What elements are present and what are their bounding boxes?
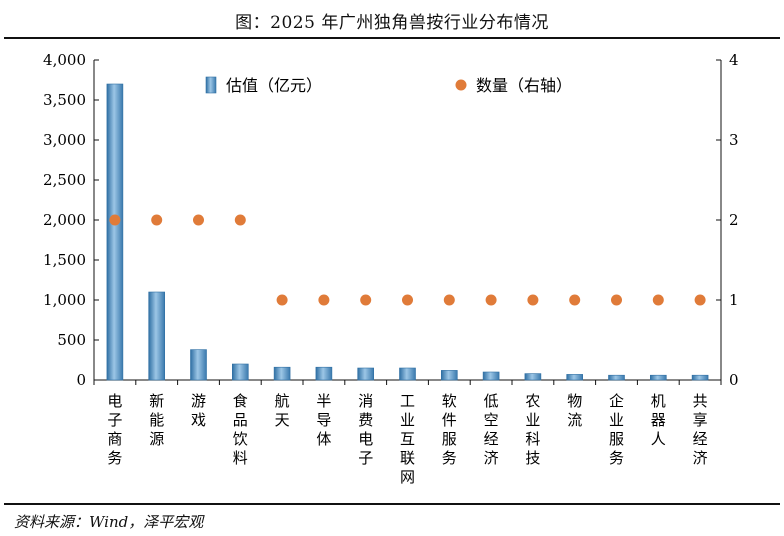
bar — [232, 363, 249, 381]
bar — [649, 374, 667, 381]
count-point — [151, 214, 163, 226]
bottom-rule — [4, 503, 780, 505]
x-axis-category-label: 航天 — [275, 392, 290, 429]
bar — [691, 374, 709, 381]
left-axis-tick-label: 3,000 — [43, 131, 86, 149]
count-point — [276, 294, 288, 306]
left-axis-tick-label: 1,500 — [43, 251, 86, 269]
x-axis-category-label: 软件服务 — [442, 392, 457, 467]
bar — [399, 367, 416, 381]
bar — [190, 349, 207, 381]
count-point — [193, 214, 204, 226]
x-axis-category-label: 低空经济 — [484, 392, 499, 467]
bar — [315, 366, 333, 381]
x-axis-category-label: 企业服务 — [609, 392, 624, 467]
count-point — [527, 294, 539, 306]
count-point — [485, 294, 497, 306]
count-point — [234, 214, 246, 226]
top-rule — [4, 37, 780, 39]
legend-dot-swatch — [455, 79, 467, 91]
count-point — [569, 294, 581, 306]
count-point — [402, 294, 413, 306]
bar — [566, 374, 584, 381]
count-point — [360, 294, 372, 306]
x-axis-category-label: 半导体 — [316, 392, 331, 448]
left-axis-tick-label: 500 — [57, 331, 86, 349]
right-axis-tick-label: 0 — [729, 371, 739, 389]
x-axis-category-label: 消费电子 — [358, 392, 373, 467]
count-point — [318, 294, 330, 306]
legend-bar-label: 估值（亿元） — [226, 76, 322, 95]
right-axis-tick-label: 3 — [729, 131, 739, 149]
right-axis-tick-label: 2 — [729, 211, 739, 229]
legend-bar-swatch — [205, 76, 217, 94]
right-axis-tick-label: 1 — [729, 291, 739, 309]
left-axis-tick-label: 4,000 — [43, 51, 86, 69]
count-point — [611, 294, 622, 306]
left-axis-tick-label: 2,000 — [43, 211, 86, 229]
x-axis-category-label: 工业互联网 — [400, 392, 415, 486]
bar — [273, 366, 291, 381]
right-axis-tick-label: 4 — [729, 51, 739, 69]
legend-dot-label: 数量（右轴） — [476, 76, 572, 95]
x-axis-category-label: 电子商务 — [107, 392, 122, 467]
bar — [148, 291, 165, 381]
count-point — [694, 294, 706, 306]
chart-title: 图：2025 年广州独角兽按行业分布情况 — [235, 13, 549, 33]
bar — [357, 367, 375, 381]
x-axis-category-label: 新能源 — [149, 392, 164, 448]
bar — [608, 374, 625, 381]
x-axis-category-label: 游戏 — [191, 392, 206, 429]
x-axis-category-label: 机器人 — [651, 392, 666, 448]
left-axis-tick-label: 2,500 — [43, 171, 86, 189]
x-axis-category-label: 食品饮料 — [233, 392, 248, 467]
count-point — [443, 294, 455, 306]
left-axis-tick-label: 0 — [76, 371, 86, 389]
bar — [106, 83, 124, 381]
count-point — [109, 214, 121, 226]
bar — [482, 371, 500, 381]
left-axis-tick-label: 1,000 — [43, 291, 86, 309]
bar — [440, 370, 458, 381]
left-axis-tick-label: 3,500 — [43, 91, 86, 109]
x-axis-category-label: 物流 — [567, 392, 582, 429]
source-note: 资料来源：Wind，泽平宏观 — [14, 513, 204, 531]
x-axis-category-label: 农业科技 — [525, 392, 540, 467]
bar — [524, 373, 542, 381]
x-axis-category-label: 共享经济 — [693, 392, 708, 467]
count-point — [652, 294, 664, 306]
